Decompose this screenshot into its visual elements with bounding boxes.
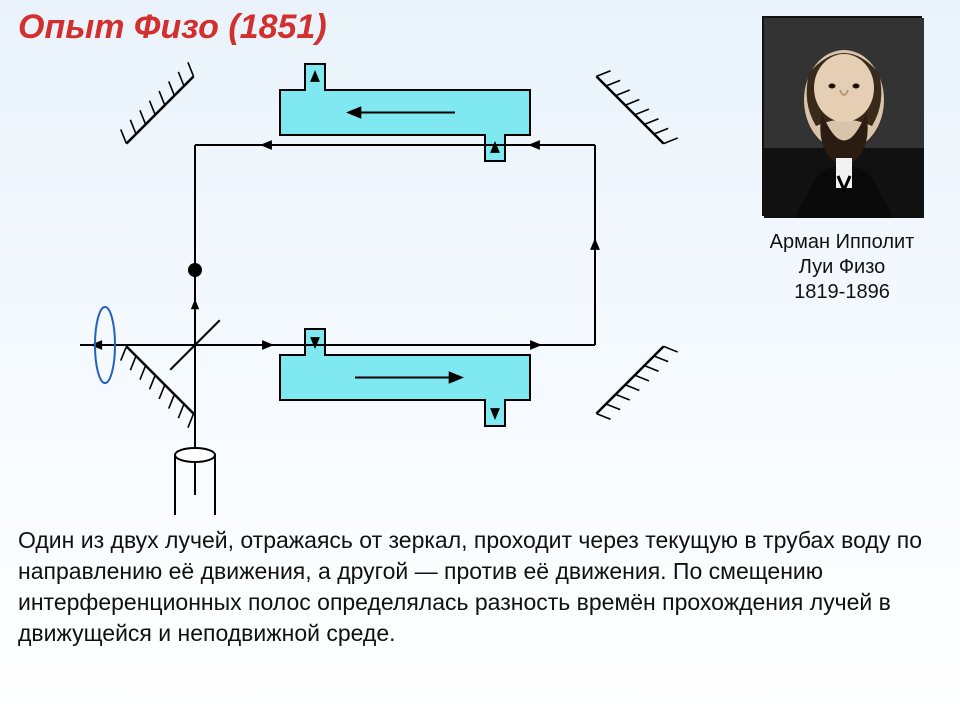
description-text: Один из двух лучей, отражаясь от зеркал,… <box>18 525 942 649</box>
slide-title: Опыт Физо (1851) <box>18 8 327 47</box>
portrait-caption: Арман Ипполит Луи Физо 1819-1896 <box>742 230 942 305</box>
portrait-photo <box>762 16 922 216</box>
caption-line: Луи Физо <box>799 256 886 278</box>
caption-line: Арман Ипполит <box>770 231 915 253</box>
fizeau-diagram <box>70 55 720 515</box>
slide: Опыт Физо (1851) Арман Ипполит Луи Физо … <box>0 0 960 720</box>
caption-line: 1819-1896 <box>794 281 890 303</box>
